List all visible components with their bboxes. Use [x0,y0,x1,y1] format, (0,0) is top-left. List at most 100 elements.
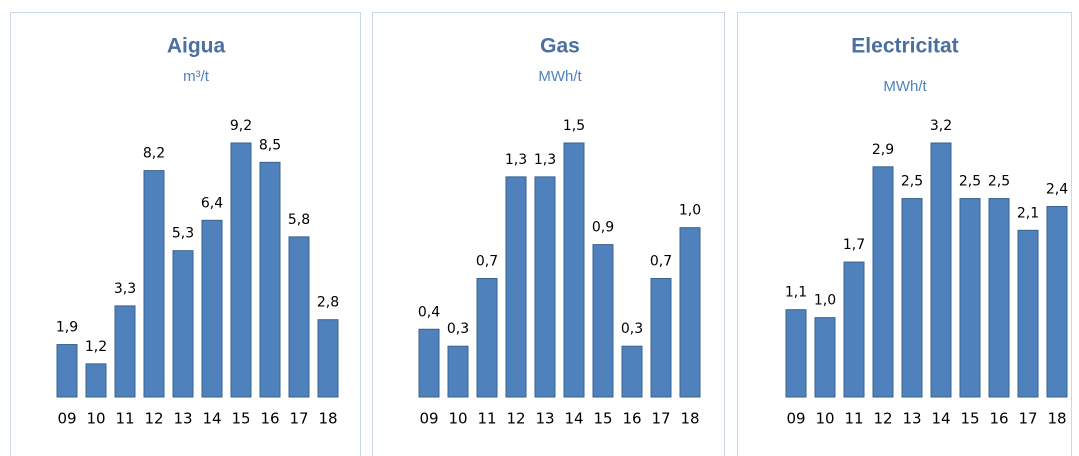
x-tick-label: 16 [260,410,279,428]
bar [476,277,498,398]
x-tick-label: 15 [231,410,250,428]
bar [1017,229,1039,398]
panel [737,12,1072,456]
bar [534,176,556,398]
bar [988,198,1010,398]
x-tick-label: 14 [564,410,583,428]
x-tick-label: 13 [535,410,554,428]
value-label: 0,3 [447,321,469,337]
value-label: 1,0 [814,293,836,309]
bar [843,261,865,398]
value-label: 9,2 [230,118,252,134]
x-tick-label: 10 [815,410,834,428]
value-label: 2,8 [317,295,339,311]
bar [114,305,136,398]
value-label: 1,7 [843,237,865,253]
value-label: 1,1 [785,285,807,301]
chart-title: Gas [540,35,580,58]
x-tick-label: 14 [202,410,221,428]
x-tick-label: 10 [86,410,105,428]
chart-subtitle: MWh/t [883,78,927,95]
bar [592,244,614,398]
chart-subtitle: MWh/t [538,68,582,85]
bar [56,344,78,398]
bar [679,227,701,398]
chart-subtitle: m³/t [183,68,210,85]
x-tick-label: 18 [318,410,337,428]
x-tick-label: 11 [477,410,496,428]
bar [288,236,310,398]
x-tick-label: 09 [57,410,76,428]
value-label: 8,5 [259,137,281,153]
bar [447,345,469,398]
value-label: 2,5 [901,174,923,190]
bar [1046,206,1068,398]
bar [650,277,672,398]
value-label: 1,0 [679,203,701,219]
x-tick-label: 15 [960,410,979,428]
value-label: 2,4 [1046,182,1068,198]
value-label: 2,1 [1017,205,1039,221]
chart-title: Aigua [167,35,226,58]
bar [172,250,194,398]
bar [901,198,923,398]
x-tick-label: 10 [448,410,467,428]
bar [563,142,585,398]
x-tick-label: 14 [931,410,950,428]
bar [872,166,894,398]
value-label: 1,9 [56,320,78,336]
value-label: 8,2 [143,146,165,162]
bar [85,363,107,398]
value-label: 0,4 [418,304,440,320]
x-tick-label: 12 [144,410,163,428]
x-tick-label: 17 [289,410,308,428]
bar [505,176,527,398]
bar [959,198,981,398]
x-tick-label: 16 [622,410,641,428]
bar [621,345,643,398]
bar [418,328,440,398]
value-label: 5,8 [288,212,310,228]
bar [785,309,807,398]
bar [317,319,339,398]
x-tick-label: 15 [593,410,612,428]
bar [201,219,223,398]
x-tick-label: 11 [115,410,134,428]
value-label: 1,2 [85,339,107,355]
x-tick-label: 12 [506,410,525,428]
bar [143,170,165,398]
panel [10,12,361,456]
value-label: 2,5 [988,174,1010,190]
x-tick-label: 18 [1047,410,1066,428]
value-label: 0,3 [621,321,643,337]
value-label: 5,3 [172,226,194,242]
value-label: 3,3 [114,281,136,297]
x-tick-label: 12 [873,410,892,428]
value-label: 0,7 [476,253,498,269]
value-label: 3,2 [930,118,952,134]
x-tick-label: 11 [844,410,863,428]
x-tick-label: 16 [989,410,1008,428]
x-tick-label: 18 [680,410,699,428]
chart-title: Electricitat [851,35,958,58]
value-label: 2,9 [872,142,894,158]
x-tick-label: 17 [651,410,670,428]
value-label: 1,3 [505,152,527,168]
x-tick-label: 17 [1018,410,1037,428]
value-label: 2,5 [959,174,981,190]
bar [930,142,952,398]
x-tick-label: 09 [786,410,805,428]
bar [814,317,836,398]
panel [372,12,725,456]
value-label: 6,4 [201,195,223,211]
value-label: 0,9 [592,220,614,236]
bar [259,161,281,398]
value-label: 0,7 [650,253,672,269]
value-label: 1,5 [563,118,585,134]
x-tick-label: 13 [173,410,192,428]
bar [230,142,252,398]
x-tick-label: 13 [902,410,921,428]
value-label: 1,3 [534,152,556,168]
x-tick-label: 09 [419,410,438,428]
